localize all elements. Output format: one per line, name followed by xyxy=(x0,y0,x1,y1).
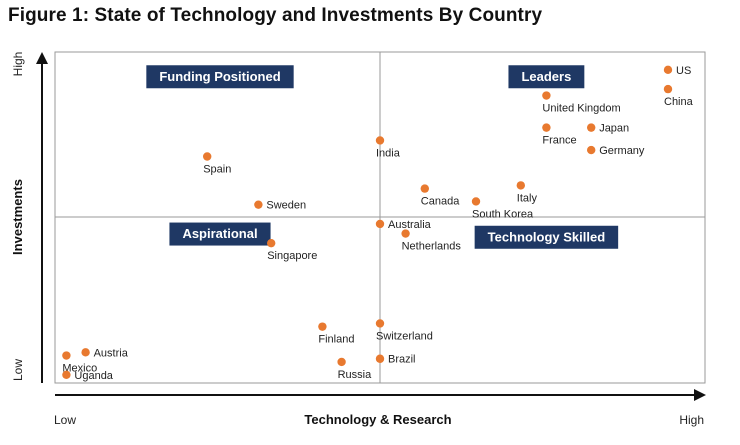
y-axis-high-label: High xyxy=(11,52,25,77)
point-france: France xyxy=(542,123,577,147)
point-spain: Spain xyxy=(203,152,231,176)
point-marker xyxy=(420,184,429,193)
point-marker xyxy=(516,181,525,190)
quadrant-funding-positioned: Funding Positioned xyxy=(146,65,294,89)
point-finland: Finland xyxy=(318,322,354,346)
point-marker xyxy=(267,238,276,248)
point-label: Austria xyxy=(94,347,129,359)
point-australia: Australia xyxy=(375,219,432,231)
point-label: Switzerland xyxy=(376,330,433,342)
x-axis-high-label: High xyxy=(679,413,704,427)
point-germany: Germany xyxy=(587,145,645,157)
point-south-korea: South Korea xyxy=(471,197,534,220)
point-mexico: Mexico xyxy=(62,351,97,375)
point-marker xyxy=(587,145,596,155)
point-marker xyxy=(542,123,551,132)
point-label: Uganda xyxy=(74,370,113,382)
point-marker xyxy=(663,84,673,94)
data-points: US China United Kingdom France Japan Germany I… xyxy=(62,65,694,382)
point-marker xyxy=(254,200,263,209)
quadrant-aspirational: Aspirational xyxy=(169,222,271,246)
point-label: Germany xyxy=(599,145,645,157)
point-netherlands: Netherlands xyxy=(401,229,462,253)
point-label: France xyxy=(542,135,576,147)
x-axis-title: Technology & Research xyxy=(304,412,451,427)
point-japan: Japan xyxy=(587,123,629,135)
point-india: India xyxy=(375,136,401,159)
point-brazil: Brazil xyxy=(375,354,416,366)
quadrant-label-box xyxy=(474,225,619,249)
point-russia: Russia xyxy=(337,357,373,381)
quadrant-leaders: Leaders xyxy=(508,65,585,89)
quadrant-label: Aspirational xyxy=(182,226,257,241)
quadrant-label: Technology Skilled xyxy=(488,229,606,244)
point-marker xyxy=(663,65,673,75)
y-axis-arrowhead xyxy=(36,52,48,64)
point-marker xyxy=(62,370,71,379)
point-label: United Kingdom xyxy=(542,103,620,115)
point-label: Netherlands xyxy=(402,241,462,253)
y-axis-low-label: Low xyxy=(11,359,25,381)
point-marker xyxy=(62,351,71,360)
point-marker xyxy=(375,319,385,328)
point-label: Italy xyxy=(517,192,538,204)
point-marker xyxy=(587,123,596,132)
point-marker xyxy=(318,322,327,331)
point-label: Brazil xyxy=(388,354,416,366)
figure-title: Figure 1: State of Technology and Invest… xyxy=(8,5,543,26)
point-marker xyxy=(81,348,90,357)
quadrant-label-box xyxy=(508,65,585,89)
point-marker xyxy=(375,219,385,229)
point-label: Japan xyxy=(599,123,629,135)
point-united-kingdom: United Kingdom xyxy=(542,91,621,115)
point-label: US xyxy=(676,65,691,77)
quadrant-label: Leaders xyxy=(521,69,571,84)
y-axis-title: Investments xyxy=(10,179,25,255)
x-axis-arrowhead xyxy=(694,389,706,401)
quadrant-labels: Funding Positioned Leaders Aspirational Tec… xyxy=(146,65,619,249)
point-label: South Korea xyxy=(472,208,534,220)
point-label: Sweden xyxy=(266,200,306,212)
point-label: Finland xyxy=(318,334,354,346)
point-label: Russia xyxy=(338,369,373,381)
point-marker xyxy=(375,354,385,363)
x-axis-low-label: Low xyxy=(54,413,76,427)
point-austria: Austria xyxy=(81,347,129,359)
point-marker xyxy=(401,229,410,238)
point-marker xyxy=(542,91,551,100)
point-label: Mexico xyxy=(62,363,97,375)
point-label: India xyxy=(376,147,401,159)
point-us: US xyxy=(663,65,691,77)
point-singapore: Singapore xyxy=(267,238,317,262)
point-label: Canada xyxy=(421,196,460,208)
point-label: Spain xyxy=(203,164,231,176)
point-sweden: Sweden xyxy=(254,200,306,212)
quadrant-label: Funding Positioned xyxy=(159,69,280,84)
point-marker xyxy=(203,152,212,161)
point-label: Australia xyxy=(388,219,432,231)
point-label: China xyxy=(664,96,694,108)
point-marker xyxy=(337,357,346,367)
point-switzerland: Switzerland xyxy=(375,319,433,342)
point-label: Singapore xyxy=(267,250,317,262)
point-china: China xyxy=(663,84,694,108)
point-italy: Italy xyxy=(516,181,538,204)
point-canada: Canada xyxy=(420,184,460,208)
point-marker xyxy=(375,136,385,145)
quadrant-label-box xyxy=(169,222,271,246)
quadrant-technology-skilled: Technology Skilled xyxy=(474,225,619,249)
point-marker xyxy=(471,197,481,206)
point-uganda: Uganda xyxy=(62,370,114,382)
quadrant-label-box xyxy=(146,65,294,89)
